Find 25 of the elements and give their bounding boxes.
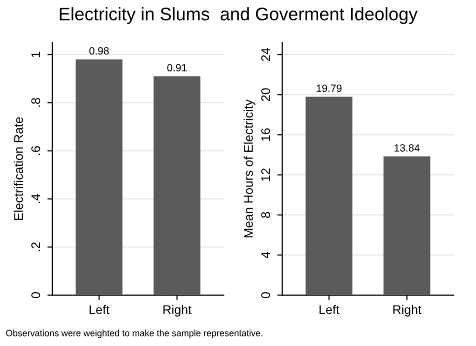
- y-axis-title: Mean Hours of Electricity: [244, 99, 256, 238]
- y-tick-label: .8: [31, 98, 40, 107]
- y-axis-title: Electrification Rate: [14, 117, 23, 220]
- y-tick-label: .2: [31, 242, 40, 252]
- y-tick-label: 16: [261, 128, 270, 141]
- x-tick-label: Right: [393, 304, 422, 317]
- y-tick-label: 20: [261, 88, 270, 101]
- text: 0.91: [167, 64, 187, 72]
- chart-title: Electricity in Slums and Goverment Ideology: [60, 7, 418, 24]
- x-tick-label: Left: [90, 304, 110, 314]
- y-tick-label: .4: [31, 194, 40, 203]
- text: 19.79: [316, 84, 342, 92]
- x-tick-label: Right: [163, 304, 192, 317]
- y-tick-label: 0: [261, 292, 270, 298]
- y-tick-label: .6: [31, 146, 40, 155]
- text: 0.98: [89, 47, 109, 55]
- y-tick-label: 12: [261, 168, 270, 181]
- x-tick-label: Left: [320, 304, 340, 314]
- y-tick-label: 0: [31, 292, 40, 298]
- y-tick-label: 8: [261, 212, 270, 218]
- text: 13.84: [394, 144, 420, 152]
- y-tick-label: 24: [261, 48, 270, 61]
- text: Observations were weighted to make the sample representative.: [6, 330, 262, 338]
- y-tick-label: 4: [261, 252, 270, 258]
- y-tick-label: 1: [31, 52, 40, 58]
